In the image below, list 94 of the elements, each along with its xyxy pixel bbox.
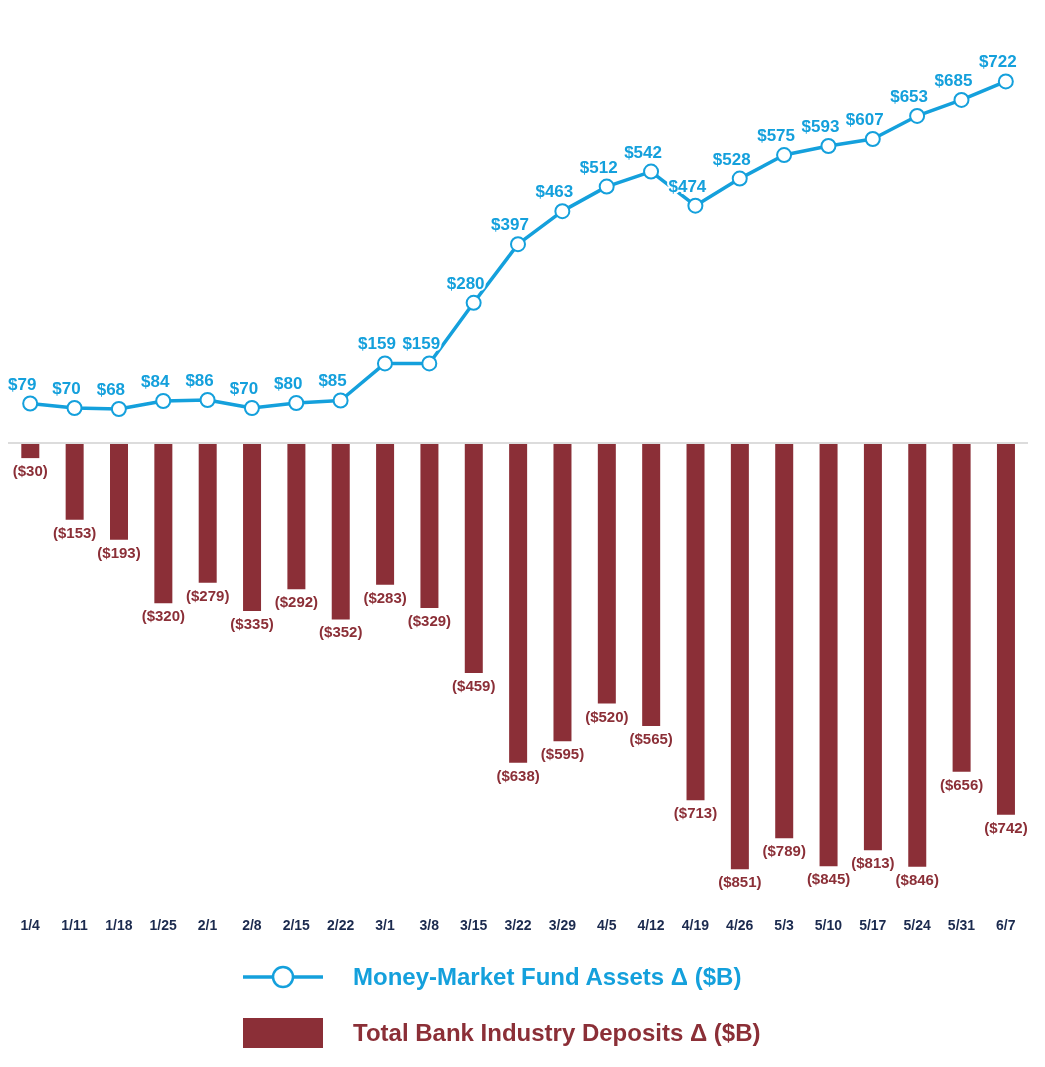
point [510, 236, 526, 253]
x-tick-label: 2/1 [197, 916, 218, 933]
data-label: $68 [96, 380, 126, 400]
x-tick-label: 5/17 [859, 916, 887, 933]
x-tick-label: 1/18 [105, 916, 133, 933]
point [953, 91, 970, 108]
point [643, 163, 660, 180]
point [997, 73, 1014, 90]
point [864, 131, 881, 148]
data-label: ($329) [407, 611, 452, 629]
data-label: $70 [52, 379, 81, 399]
data-label: ($845) [806, 870, 851, 888]
data-label: $607 [845, 110, 884, 130]
point [731, 170, 748, 187]
x-tick-label: 1/11 [61, 916, 88, 933]
x-tick-label: 2/8 [242, 916, 262, 933]
point [909, 107, 926, 124]
x-tick-label: 3/15 [460, 916, 488, 933]
data-label: $397 [491, 215, 529, 235]
data-label: ($742) [984, 818, 1028, 836]
x-tick-label: 2/22 [326, 916, 355, 933]
point [110, 401, 127, 418]
x-tick-label: 1/4 [20, 916, 41, 933]
data-label: $685 [934, 70, 973, 90]
x-tick-label: 3/29 [548, 916, 577, 933]
x-tick-label: 5/31 [947, 916, 976, 933]
x-tick-label: 4/19 [681, 916, 710, 933]
x-tick-label: 5/24 [903, 916, 931, 933]
x-tick-label: 1/25 [149, 916, 178, 933]
legend-label: Money-Market Fund Assets Δ ($B) [353, 963, 743, 991]
data-label: $70 [229, 379, 259, 399]
data-label: ($638) [496, 766, 540, 784]
data-label: $159 [402, 334, 441, 354]
point [820, 138, 837, 155]
data-label: ($153) [52, 523, 97, 541]
point [465, 294, 482, 311]
x-tick-label: 4/26 [726, 916, 754, 933]
data-label: $474 [668, 176, 707, 196]
data-label: $542 [624, 142, 662, 162]
point [776, 147, 793, 164]
point [66, 400, 83, 417]
point [243, 400, 260, 417]
x-tick-label: 5/10 [814, 916, 843, 933]
point [288, 395, 305, 411]
x-tick-label: 4/5 [596, 916, 617, 933]
point [155, 393, 172, 409]
data-label: ($283) [363, 588, 407, 606]
point [22, 395, 39, 412]
data-label: $528 [712, 149, 751, 169]
x-tick-label: 3/8 [419, 916, 440, 933]
data-label: $84 [141, 372, 170, 391]
point [598, 178, 615, 195]
point [332, 392, 349, 409]
point [376, 355, 393, 372]
data-label: $85 [318, 371, 347, 391]
data-label: ($335) [230, 614, 274, 632]
data-label: ($193) [97, 543, 141, 561]
point [554, 203, 571, 220]
data-label: ($30) [12, 462, 48, 480]
data-label: $86 [185, 371, 214, 390]
x-tick-label: 4/12 [637, 916, 665, 933]
data-label: $159 [358, 334, 396, 354]
data-label: ($851) [718, 873, 762, 891]
data-label: ($789) [762, 842, 806, 860]
point [687, 197, 704, 214]
data-label: $653 [890, 86, 929, 106]
data-label: ($813) [851, 854, 895, 872]
data-label: ($279) [186, 586, 230, 604]
data-label: ($352) [319, 623, 363, 641]
x-tick-label: 5/3 [774, 916, 795, 933]
data-label: ($846) [895, 870, 939, 888]
x-tick-label: 3/22 [504, 916, 532, 933]
data-label: $80 [274, 374, 303, 393]
data-label: $575 [757, 126, 795, 146]
point [199, 392, 216, 408]
data-label: ($292) [274, 593, 319, 611]
data-label: $593 [801, 117, 840, 137]
data-label: ($713) [673, 804, 718, 822]
data-label: ($520) [585, 707, 629, 725]
data-label: ($595) [540, 745, 585, 763]
legend-label: Total Bank Industry Deposits Δ ($B) [353, 1019, 762, 1047]
data-label: ($459) [452, 677, 496, 694]
data-label: $512 [579, 157, 618, 177]
x-tick-label: 6/7 [996, 916, 1016, 933]
data-label: $79 [7, 374, 37, 394]
data-label: ($656) [939, 775, 984, 793]
x-tick-label: 3/1 [375, 916, 395, 933]
x-tick-label: 2/15 [282, 916, 311, 933]
data-label: ($320) [141, 607, 186, 625]
data-label: ($565) [629, 730, 673, 748]
point [421, 355, 438, 372]
data-label: $463 [535, 182, 574, 202]
data-label: $280 [446, 273, 485, 293]
data-label: $722 [978, 52, 1017, 72]
